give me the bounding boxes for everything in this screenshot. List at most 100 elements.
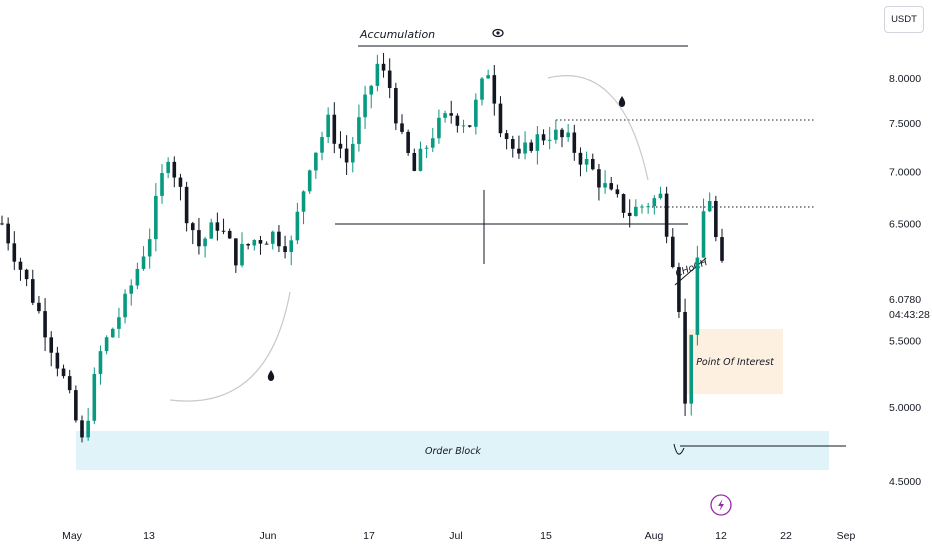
order-block-zone <box>76 431 829 470</box>
candles-group <box>0 52 724 443</box>
candle-body <box>172 161 177 178</box>
candle-body <box>566 132 570 138</box>
candle-body <box>707 201 712 212</box>
candle-body <box>480 78 484 100</box>
candle-body <box>486 75 490 79</box>
currency-selector[interactable]: USDT <box>884 6 924 33</box>
low-sweep-curve <box>673 443 685 455</box>
time-tick-label: 12 <box>715 530 727 542</box>
candle-body <box>283 246 287 253</box>
candle-body <box>295 211 300 241</box>
candle-body <box>554 129 558 140</box>
time-tick-label: 17 <box>363 530 375 542</box>
candle-body <box>166 161 170 174</box>
candle-body <box>652 198 657 207</box>
time-tick-label: Jun <box>260 530 277 542</box>
candle-body <box>252 240 257 246</box>
candle-body <box>110 328 115 338</box>
arc-left <box>169 291 291 402</box>
candle-body <box>264 243 269 245</box>
candle-body <box>529 142 534 151</box>
time-tick-label: 22 <box>780 530 792 542</box>
candle-body <box>129 285 134 294</box>
candle-body <box>203 238 207 247</box>
candle-body <box>455 115 460 126</box>
candle-body <box>603 183 607 188</box>
candle-body <box>12 243 17 262</box>
candle-body <box>720 237 724 261</box>
candle-body <box>104 337 109 352</box>
time-tick-label: Sep <box>837 530 856 542</box>
candle-body <box>135 268 140 286</box>
candle-body <box>375 63 380 86</box>
candle-body <box>406 131 410 153</box>
candle-body <box>437 117 441 139</box>
candle-body <box>61 368 66 377</box>
lightning-icon[interactable] <box>710 494 732 516</box>
candle-body <box>0 223 4 225</box>
candle-body <box>474 99 478 127</box>
price-tick-label: 7.0000 <box>889 167 921 179</box>
candle-body <box>184 186 189 224</box>
price-tick-label: 5.0000 <box>889 402 921 414</box>
price-tick-label: 8.0000 <box>889 73 921 85</box>
candle-body <box>492 75 497 104</box>
candle-body <box>301 191 306 212</box>
candle-body <box>289 240 294 253</box>
price-tick-label: 6.5000 <box>889 218 921 230</box>
candle-body <box>314 152 318 171</box>
candle-body <box>560 129 564 138</box>
candle-body <box>621 194 626 213</box>
candle-body <box>578 152 583 165</box>
candle-body <box>215 222 220 231</box>
candle-body <box>277 231 281 247</box>
candle-body <box>92 373 97 421</box>
candle-body <box>67 376 72 391</box>
candle-body <box>517 148 521 154</box>
drop-icon <box>618 96 626 107</box>
candle-body <box>221 230 226 232</box>
candle-body <box>430 138 435 148</box>
candle-body <box>424 147 429 149</box>
candle-body <box>74 390 78 421</box>
candle-body <box>24 269 29 280</box>
candle-body <box>627 212 632 216</box>
candle-body <box>49 337 54 353</box>
candle-body <box>332 114 337 144</box>
candle-body <box>658 193 663 199</box>
candle-body <box>640 206 644 208</box>
candle-body <box>449 113 454 116</box>
candle-body <box>523 142 527 154</box>
candle-body <box>541 134 546 141</box>
candle-body <box>234 238 238 266</box>
candle-body <box>412 152 417 171</box>
candle-body <box>597 169 601 188</box>
candle-body <box>504 133 509 140</box>
eye-icon <box>492 28 504 38</box>
time-tick-label: Jul <box>449 530 462 542</box>
candle-body <box>117 317 121 329</box>
candle-body <box>344 148 349 163</box>
candle-body <box>461 125 466 127</box>
candle-body <box>677 267 681 312</box>
last-price-label: 6.0780 <box>889 294 921 306</box>
candle-body <box>547 139 552 141</box>
candle-body <box>320 137 324 153</box>
candle-body <box>123 293 127 318</box>
price-tick-label: 4.5000 <box>889 476 921 488</box>
candle-body <box>326 114 330 138</box>
candle-body <box>6 223 10 244</box>
candle-body <box>357 117 361 144</box>
candle-body <box>363 94 367 118</box>
price-axis: 8.0000 7.5000 7.0000 6.5000 5.5000 5.0000 4.50… <box>889 73 921 488</box>
candle-body <box>400 123 404 132</box>
time-tick-label: Aug <box>645 530 664 542</box>
candle-body <box>369 85 374 95</box>
candle-body <box>227 230 232 239</box>
candle-body <box>307 170 312 192</box>
time-tick-label: May <box>62 530 83 542</box>
candle-body <box>98 351 103 374</box>
candle-body <box>394 87 398 124</box>
price-tick-label: 5.5000 <box>889 335 921 347</box>
